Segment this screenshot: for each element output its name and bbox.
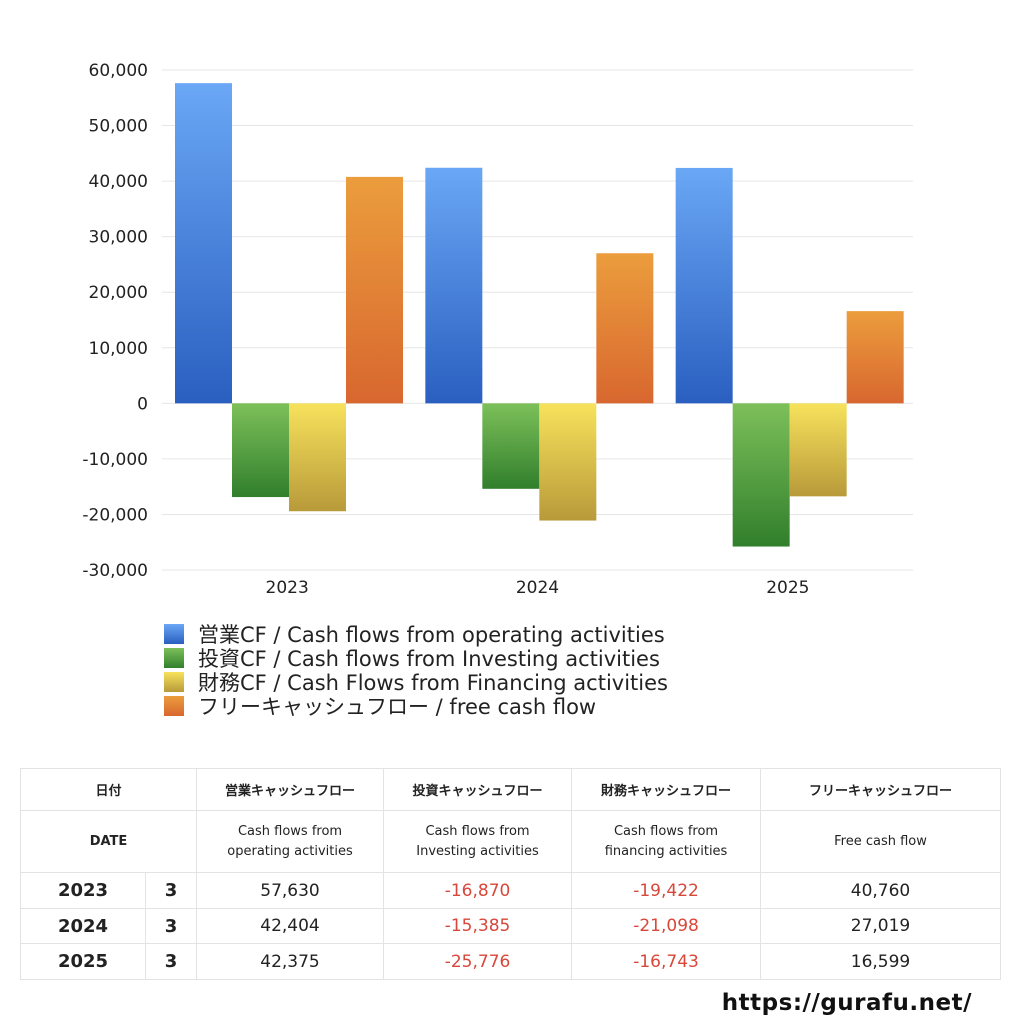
x-tick-label: 2025 xyxy=(766,578,809,598)
table-header-row-jp: 日付 営業キャッシュフロー 投資キャッシュフロー 財務キャッシュフロー フリーキ… xyxy=(19,768,1002,811)
header-date-jp: 日付 xyxy=(19,768,198,811)
bar-investing xyxy=(482,403,540,489)
bar-chart: 60,000 50,000 40,000 30,000 20,000 10,000 0 -10… xyxy=(82,61,913,598)
x-tick-label: 2024 xyxy=(516,578,559,598)
y-tick-label: 30,000 xyxy=(89,228,148,248)
y-tick-label: -10,000 xyxy=(82,450,148,470)
table-row: 2025 3 42,375 -25,776 -16,743 16,599 xyxy=(20,943,1002,980)
y-axis-ticks: 60,000 50,000 40,000 30,000 20,000 10,000 0 -10… xyxy=(82,61,148,581)
row-free: 27,019 xyxy=(760,908,1002,944)
legend-item-financing: 財務CF / Cash Flows from Financing activit… xyxy=(164,670,668,695)
bar-investing xyxy=(732,403,790,547)
row-month: 3 xyxy=(144,943,198,980)
y-tick-label: -20,000 xyxy=(82,505,148,525)
chart-legend: 営業CF / Cash flows from operating activit… xyxy=(164,622,668,719)
y-tick-label: 10,000 xyxy=(89,339,148,359)
header-financing-en: Cash flows from financing activities xyxy=(571,810,762,873)
row-investing: -25,776 xyxy=(383,943,573,980)
y-tick-label: 0 xyxy=(137,394,148,414)
row-free: 40,760 xyxy=(760,872,1002,909)
bar-financing xyxy=(539,403,597,521)
header-financing-jp: 財務キャッシュフロー xyxy=(571,768,762,811)
row-operating: 57,630 xyxy=(196,872,385,909)
bar-financing xyxy=(289,403,346,512)
row-investing: -16,870 xyxy=(383,872,573,909)
header-free-jp: フリーキャッシュフロー xyxy=(760,768,1002,811)
legend-item-investing: 投資CF / Cash flows from Investing activit… xyxy=(164,646,668,671)
legend-swatch-investing xyxy=(164,648,184,668)
bar-operating xyxy=(675,167,733,404)
table-header-row-en: DATE Cash flows from operating activities… xyxy=(19,810,1002,873)
header-operating-en: Cash flows from operating activities xyxy=(196,810,385,873)
row-operating: 42,404 xyxy=(196,908,385,944)
cash-flow-table: 日付 営業キャッシュフロー 投資キャッシュフロー 財務キャッシュフロー フリーキ… xyxy=(19,768,1002,980)
legend-label-operating: 営業CF / Cash flows from operating activit… xyxy=(198,623,665,647)
x-tick-label: 2023 xyxy=(266,578,309,598)
header-investing-en-line1: Cash flows from xyxy=(425,823,530,839)
y-tick-label: -30,000 xyxy=(82,561,148,581)
header-date-en: DATE xyxy=(19,810,198,873)
header-financing-en-line2: financing activities xyxy=(604,843,728,859)
x-axis-ticks: 2023 2024 2025 xyxy=(266,578,810,598)
bar-financing xyxy=(789,403,847,497)
bar-free xyxy=(846,311,904,404)
row-operating: 42,375 xyxy=(196,943,385,980)
row-financing: -21,098 xyxy=(571,908,762,944)
row-year: 2023 xyxy=(20,872,146,909)
row-financing: -16,743 xyxy=(571,943,762,980)
bar-free xyxy=(346,176,403,404)
legend-label-financing: 財務CF / Cash Flows from Financing activit… xyxy=(198,671,668,695)
row-year: 2025 xyxy=(20,943,146,980)
site-url[interactable]: https://gurafu.net/ xyxy=(721,990,972,1016)
bar-operating xyxy=(425,167,483,404)
legend-swatch-free xyxy=(164,696,184,716)
table-row: 2023 3 57,630 -16,870 -19,422 40,760 xyxy=(20,872,1002,909)
header-financing-en-line1: Cash flows from xyxy=(613,823,719,839)
bar-operating xyxy=(175,83,232,404)
header-operating-en-line1: Cash flows from xyxy=(237,823,343,839)
header-free-en: Free cash flow xyxy=(760,810,1002,873)
header-investing-en-line2: Investing activities xyxy=(416,843,539,859)
legend-item-operating: 営業CF / Cash flows from operating activit… xyxy=(164,622,668,647)
row-financing: -19,422 xyxy=(571,872,762,909)
table-row: 2024 3 42,404 -15,385 -21,098 27,019 xyxy=(20,908,1002,944)
row-month: 3 xyxy=(144,908,198,944)
header-investing-en: Cash flows from Investing activities xyxy=(383,810,573,873)
y-tick-label: 60,000 xyxy=(89,61,148,81)
legend-label-investing: 投資CF / Cash flows from Investing activit… xyxy=(198,647,660,671)
row-year: 2024 xyxy=(20,908,146,944)
y-tick-label: 20,000 xyxy=(89,283,148,303)
header-operating-jp: 営業キャッシュフロー xyxy=(196,768,385,811)
header-investing-jp: 投資キャッシュフロー xyxy=(383,768,573,811)
legend-item-free: フリーキャッシュフロー / free cash flow xyxy=(164,694,668,719)
legend-swatch-operating xyxy=(164,624,184,644)
legend-label-free: フリーキャッシュフロー / free cash flow xyxy=(198,695,597,719)
row-investing: -15,385 xyxy=(383,908,573,944)
chart-bars xyxy=(175,83,904,547)
header-operating-en-line2: operating activities xyxy=(227,843,353,859)
y-tick-label: 50,000 xyxy=(89,117,148,137)
bar-investing xyxy=(232,403,289,498)
row-free: 16,599 xyxy=(760,943,1002,980)
legend-swatch-financing xyxy=(164,672,184,692)
row-month: 3 xyxy=(144,872,198,909)
bar-free xyxy=(596,253,654,404)
y-tick-label: 40,000 xyxy=(89,172,148,192)
